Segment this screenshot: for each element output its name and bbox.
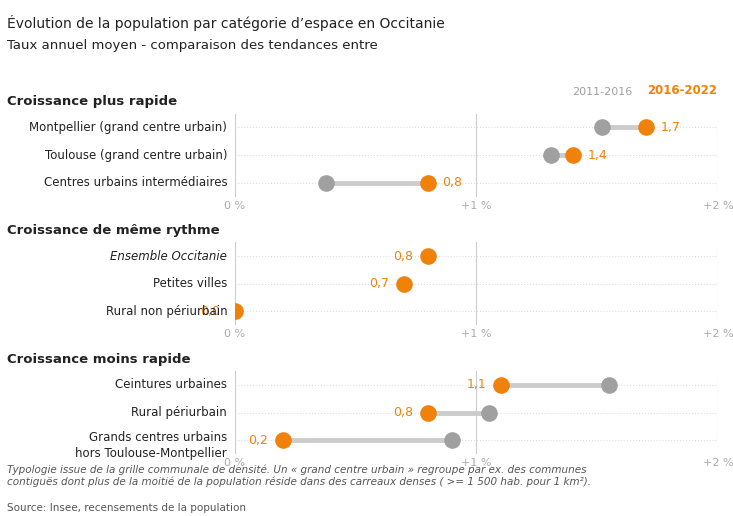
Text: 0,8: 0,8 bbox=[443, 176, 463, 189]
Text: Grands centres urbains: Grands centres urbains bbox=[89, 431, 227, 444]
Text: Ensemble Occitanie: Ensemble Occitanie bbox=[111, 250, 227, 263]
Text: Toulouse (grand centre urbain): Toulouse (grand centre urbain) bbox=[45, 149, 227, 162]
Text: Ceintures urbaines: Ceintures urbaines bbox=[115, 378, 227, 391]
Text: 1,4: 1,4 bbox=[588, 149, 608, 162]
Point bbox=[422, 252, 434, 260]
Text: Évolution de la population par catégorie d’espace en Occitanie: Évolution de la population par catégorie… bbox=[7, 15, 445, 31]
Point bbox=[320, 179, 332, 187]
Text: 2016-2022: 2016-2022 bbox=[647, 84, 717, 97]
Text: Typologie issue de la grille communale de densité. Un « grand centre urbain » re: Typologie issue de la grille communale d… bbox=[7, 464, 592, 487]
Text: Source: Insee, recensements de la population: Source: Insee, recensements de la popula… bbox=[7, 503, 246, 513]
Point bbox=[398, 280, 410, 288]
Text: hors Toulouse-Montpellier: hors Toulouse-Montpellier bbox=[75, 447, 227, 460]
Point bbox=[495, 381, 507, 389]
Point bbox=[567, 151, 579, 159]
Text: Petites villes: Petites villes bbox=[153, 277, 227, 291]
Text: 0,8: 0,8 bbox=[394, 406, 413, 419]
Text: 0,0: 0,0 bbox=[200, 305, 220, 318]
Point bbox=[422, 179, 434, 187]
Text: 1,7: 1,7 bbox=[660, 121, 680, 134]
Point bbox=[604, 381, 616, 389]
Point bbox=[277, 436, 289, 444]
Text: Rural non périurbain: Rural non périurbain bbox=[106, 305, 227, 318]
Point bbox=[422, 409, 434, 417]
Point bbox=[597, 123, 608, 132]
Point bbox=[483, 409, 495, 417]
Text: Taux annuel moyen - comparaison des tendances entre: Taux annuel moyen - comparaison des tend… bbox=[7, 39, 383, 52]
Text: 0,7: 0,7 bbox=[369, 277, 389, 291]
Point bbox=[446, 436, 458, 444]
Text: Croissance de même rythme: Croissance de même rythme bbox=[7, 224, 220, 237]
Text: Croissance moins rapide: Croissance moins rapide bbox=[7, 353, 191, 366]
Point bbox=[640, 123, 652, 132]
Text: 0,8: 0,8 bbox=[394, 250, 413, 263]
Point bbox=[545, 151, 557, 159]
Text: 0,2: 0,2 bbox=[248, 434, 268, 447]
Text: 2011-2016: 2011-2016 bbox=[572, 87, 633, 97]
Text: Montpellier (grand centre urbain): Montpellier (grand centre urbain) bbox=[29, 121, 227, 134]
Text: Rural périurbain: Rural périurbain bbox=[131, 406, 227, 419]
Text: 1,1: 1,1 bbox=[466, 378, 486, 391]
Text: Croissance plus rapide: Croissance plus rapide bbox=[7, 95, 177, 108]
Text: Centres urbains intermédiaires: Centres urbains intermédiaires bbox=[43, 176, 227, 189]
Point bbox=[229, 308, 240, 316]
